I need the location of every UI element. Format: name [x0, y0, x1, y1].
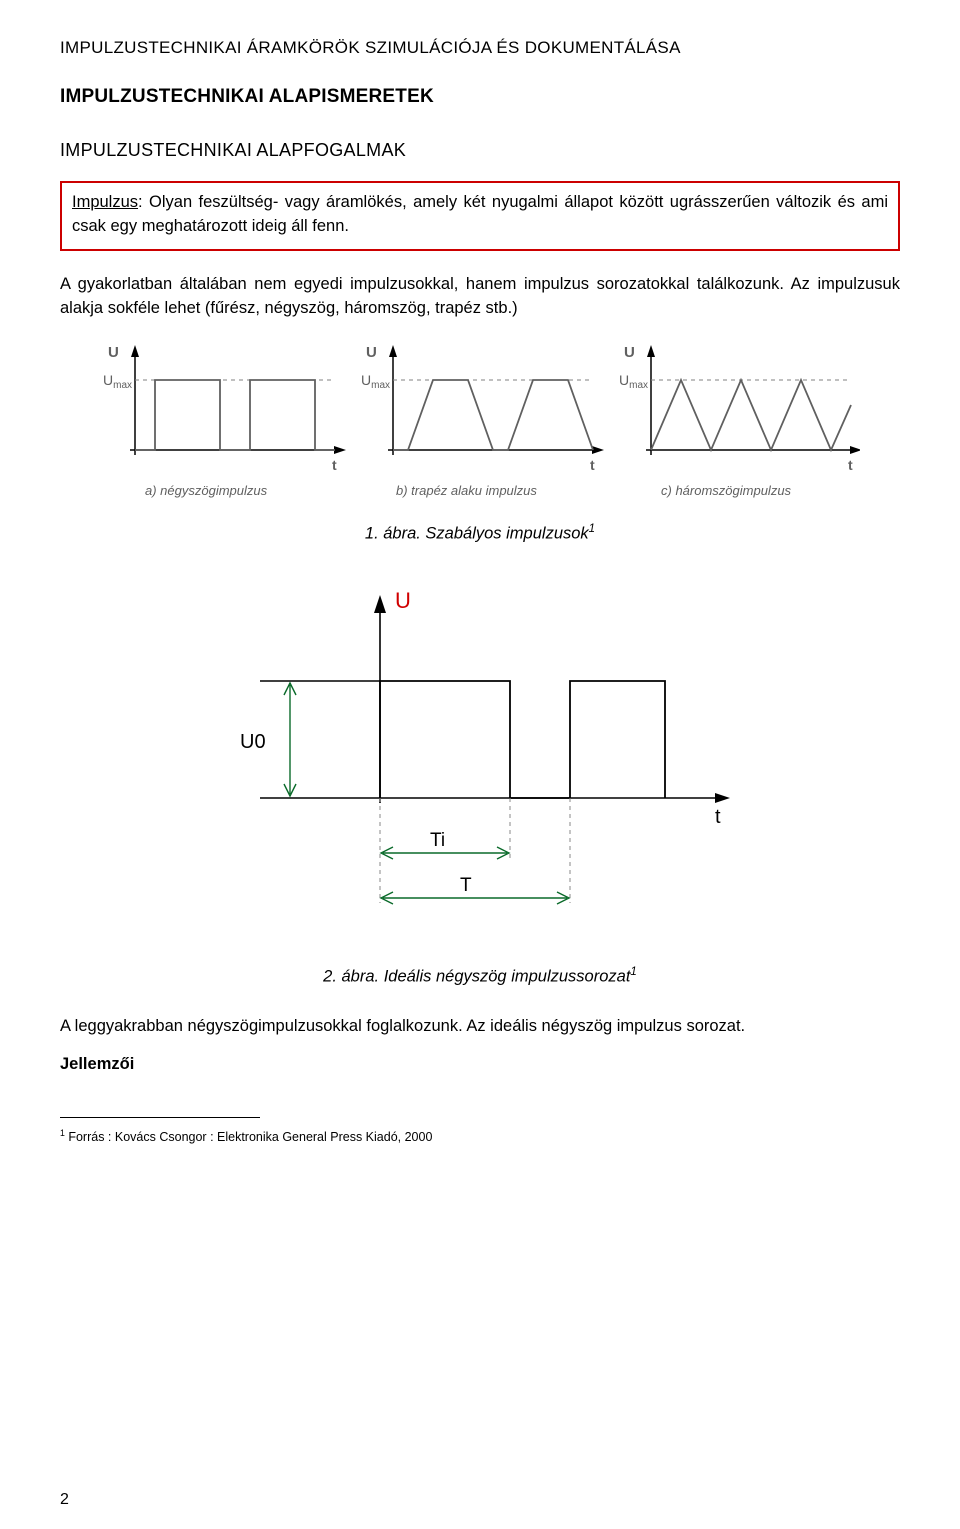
- figure-1-svg: U Umax t a) négyszögimpulzus U Umax t b)…: [100, 335, 860, 510]
- svg-text:Umax: Umax: [619, 372, 648, 391]
- svg-text:U: U: [395, 588, 411, 613]
- svg-text:c) háromszögimpulzus: c) háromszögimpulzus: [661, 483, 792, 498]
- svg-text:U: U: [366, 344, 377, 361]
- svg-text:t: t: [590, 457, 595, 473]
- svg-text:Umax: Umax: [361, 372, 390, 391]
- svg-text:t: t: [715, 806, 721, 828]
- svg-text:T: T: [460, 875, 472, 896]
- figure-2-svg: U U0 t Ti T: [220, 573, 740, 953]
- svg-text:a) négyszögimpulzus: a) négyszögimpulzus: [145, 483, 268, 498]
- page-header: IMPULZUSTECHNIKAI ÁRAMKÖRÖK SZIMULÁCIÓJA…: [60, 38, 900, 58]
- panel-trapezoid: U Umax t b) trapéz alaku impulzus: [361, 344, 604, 498]
- figure-1: U Umax t a) négyszögimpulzus U Umax t b)…: [100, 335, 860, 544]
- figure-1-caption: 1. ábra. Szabályos impulzusok1: [100, 523, 860, 544]
- footnote-1: 1 Forrás : Kovács Csongor : Elektronika …: [60, 1128, 900, 1144]
- svg-text:Umax: Umax: [103, 372, 132, 391]
- panel-triangle: U Umax t c) háromszögimpulzus: [619, 344, 860, 498]
- definition-term: Impulzus: [72, 193, 138, 211]
- paragraph-1: A gyakorlatban általában nem egyedi impu…: [60, 273, 900, 321]
- panel-square: U Umax t a) négyszögimpulzus: [103, 344, 346, 498]
- svg-text:U: U: [108, 344, 119, 361]
- svg-text:t: t: [332, 457, 337, 473]
- svg-text:U: U: [624, 344, 635, 361]
- figure-2-caption: 2. ábra. Ideális négyszög impulzussoroza…: [220, 966, 740, 987]
- definition-text: : Olyan feszültség- vagy áramlökés, amel…: [72, 193, 888, 235]
- svg-text:b) trapéz alaku impulzus: b) trapéz alaku impulzus: [396, 483, 537, 498]
- section-title-1: IMPULZUSTECHNIKAI ALAPISMERETEK: [60, 86, 900, 108]
- paragraph-2: A leggyakrabban négyszögimpulzusokkal fo…: [60, 1015, 900, 1039]
- definition-box: Impulzus: Olyan feszültség- vagy áramlök…: [60, 181, 900, 251]
- subheading-jellemzoi: Jellemzői: [60, 1053, 900, 1077]
- section-title-2: IMPULZUSTECHNIKAI ALAPFOGALMAK: [60, 140, 900, 161]
- svg-text:Ti: Ti: [430, 830, 445, 851]
- footnote-rule: [60, 1117, 260, 1118]
- page-number: 2: [60, 1491, 69, 1509]
- svg-text:t: t: [848, 457, 853, 473]
- figure-2: U U0 t Ti T 2. ábra. Ideális négyszög im…: [220, 573, 740, 987]
- svg-text:U0: U0: [240, 731, 266, 753]
